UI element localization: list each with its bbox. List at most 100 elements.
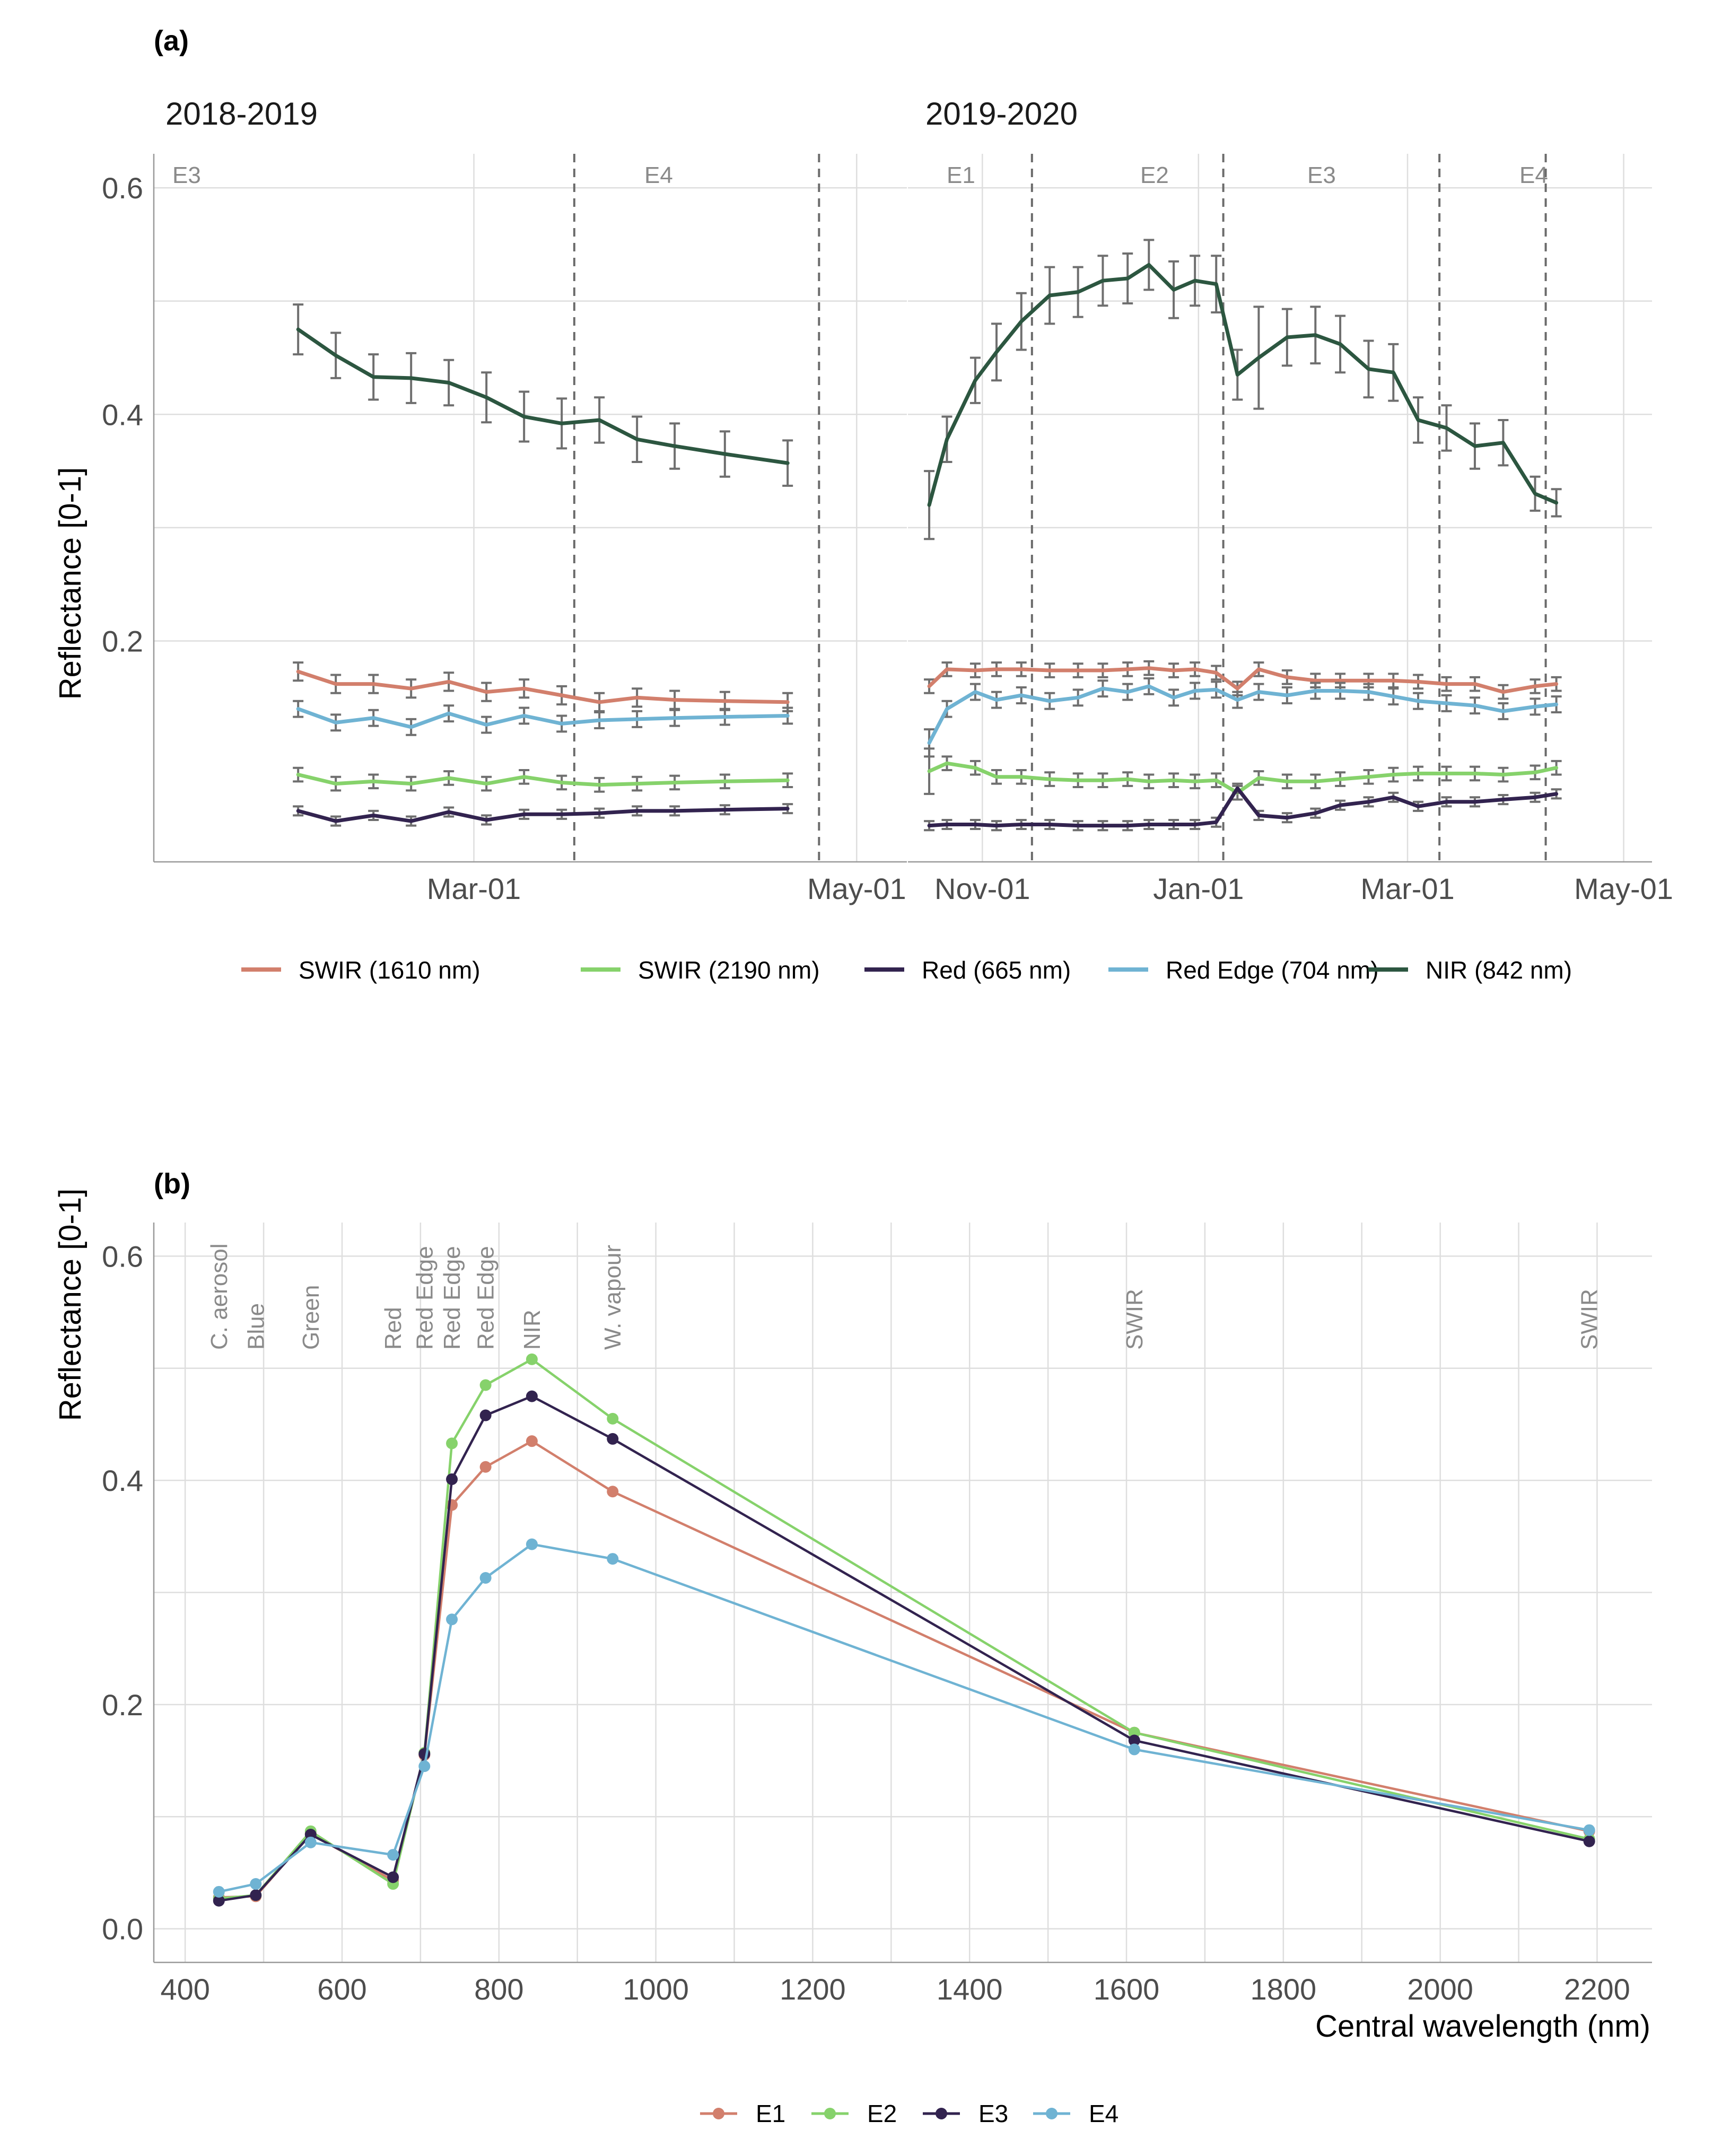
x-tick-label: Nov-01 <box>934 872 1030 905</box>
panel-b-y-axis-title: Reflectance [0-1] <box>53 1189 88 1421</box>
series-nir-842-nm- <box>924 239 1562 540</box>
legend-label: E1 <box>756 2100 785 2127</box>
data-point <box>479 1409 492 1421</box>
data-point <box>387 1871 399 1883</box>
y-tick-label: 0.4 <box>102 398 143 431</box>
series-line <box>296 327 790 465</box>
data-point <box>526 1353 538 1365</box>
series-swir-2190-nm- <box>924 747 1562 801</box>
data-point <box>479 1572 492 1584</box>
x-tick-label: Mar-01 <box>1360 872 1454 905</box>
event-label: E4 <box>1519 162 1548 188</box>
legend-label: E4 <box>1089 2100 1118 2127</box>
y-tick-label: 0.0 <box>102 1913 143 1946</box>
series-red-edge-704-nm- <box>924 677 1562 758</box>
band-label: Red Edge <box>439 1246 465 1350</box>
x-tick-label: 800 <box>474 1972 523 2006</box>
legend-swatch-point <box>713 2108 724 2119</box>
band-label: Blue <box>243 1303 269 1350</box>
data-point <box>446 1613 458 1626</box>
series-line <box>927 786 1559 828</box>
data-point <box>250 1878 262 1890</box>
x-tick-label: 400 <box>160 1972 209 2006</box>
data-point <box>213 1895 225 1907</box>
legend-item: E3 <box>923 2100 1008 2127</box>
legend-label: SWIR (1610 nm) <box>299 956 480 984</box>
panel-b-x-axis-title: Central wavelength (nm) <box>1315 2009 1650 2044</box>
series-line <box>219 1358 1590 1900</box>
y-tick-label: 0.6 <box>102 1240 143 1273</box>
panel-a-y-axis-title: Reflectance [0-1] <box>53 467 88 700</box>
band-label: W. vapour <box>600 1245 626 1350</box>
legend-item: SWIR (2190 nm) <box>581 956 820 984</box>
data-point <box>526 1435 538 1447</box>
x-tick-label: 2000 <box>1407 1972 1473 2006</box>
x-tick-label: 600 <box>317 1972 366 2006</box>
data-point <box>526 1538 538 1550</box>
y-tick-label: 0.2 <box>102 624 143 658</box>
facet-2019-2020: Nov-01 Jan-01 Mar-01 May-01 E1 E2 E3 E4 <box>908 154 1673 905</box>
y-tick-label: 0.4 <box>102 1464 143 1497</box>
data-point <box>1583 1835 1595 1847</box>
facet-2018-2019: Mar-01 May-01 E3 E4 <box>153 154 907 905</box>
legend-item: Red Edge (704 nm) <box>1108 956 1378 984</box>
data-point <box>387 1849 399 1861</box>
legend-item: NIR (842 nm) <box>1368 956 1572 984</box>
data-point <box>446 1473 458 1486</box>
data-point <box>607 1486 619 1498</box>
legend-label: SWIR (2190 nm) <box>638 956 820 984</box>
series-line <box>296 669 790 704</box>
x-tick-label: 1600 <box>1094 1972 1160 2006</box>
band-label: SWIR <box>1577 1289 1603 1350</box>
series-swir-1610-nm- <box>293 661 793 712</box>
panel-a-plot: Mar-01 May-01 E3 E4 Nov-01 Jan-01 Mar-01 May-01… <box>102 154 1673 905</box>
data-point <box>1583 1824 1595 1836</box>
event-label: E2 <box>1140 162 1169 188</box>
series-line <box>927 666 1559 694</box>
band-label: Red <box>380 1307 406 1350</box>
series-swir-2190-nm- <box>293 766 793 793</box>
data-point <box>250 1889 262 1901</box>
x-tick-label: May-01 <box>807 872 906 905</box>
series-red-edge-704-nm- <box>293 700 793 736</box>
panel-b-legend: E1 E2 E3 E4 <box>700 2100 1118 2127</box>
series-line <box>927 684 1559 745</box>
data-point <box>479 1461 492 1473</box>
band-label: Green <box>298 1285 324 1350</box>
series-line <box>296 773 790 787</box>
event-label: E4 <box>644 162 673 188</box>
series-line <box>219 1395 1590 1902</box>
x-tick-label: 1200 <box>780 1972 846 2006</box>
legend-label: Red Edge (704 nm) <box>1166 956 1378 984</box>
panel-b-title: (b) <box>154 1168 190 1200</box>
legend-swatch-point <box>824 2108 836 2119</box>
data-point <box>607 1412 619 1425</box>
series-line <box>296 707 790 729</box>
x-tick-label: May-01 <box>1574 872 1673 905</box>
legend-label: E3 <box>978 2100 1008 2127</box>
y-tick-label: 0.6 <box>102 171 143 205</box>
series-red-665-nm- <box>293 803 793 827</box>
legend-item: E4 <box>1033 2100 1118 2127</box>
series-line <box>927 761 1559 795</box>
event-label: E1 <box>947 162 975 188</box>
series-e4 <box>213 1538 1595 1898</box>
series-line <box>219 1439 1590 1899</box>
series-red-665-nm- <box>924 782 1562 832</box>
facet-title-2019-2020: 2019-2020 <box>925 96 1078 132</box>
band-label: SWIR <box>1122 1289 1148 1350</box>
data-point <box>446 1437 458 1450</box>
y-tick-label: 0.2 <box>102 1688 143 1722</box>
data-point <box>304 1836 317 1848</box>
band-label: Red Edge <box>412 1246 438 1350</box>
x-tick-label: 2200 <box>1564 1972 1630 2006</box>
legend-item: E2 <box>811 2100 897 2127</box>
legend-label: NIR (842 nm) <box>1426 956 1572 984</box>
panel-a-title: (a) <box>154 25 189 57</box>
data-point <box>607 1553 619 1565</box>
x-tick-label: 1400 <box>937 1972 1003 2006</box>
legend-swatch-point <box>936 2108 947 2119</box>
band-label: C. aerosol <box>206 1243 232 1350</box>
data-point <box>526 1390 538 1402</box>
